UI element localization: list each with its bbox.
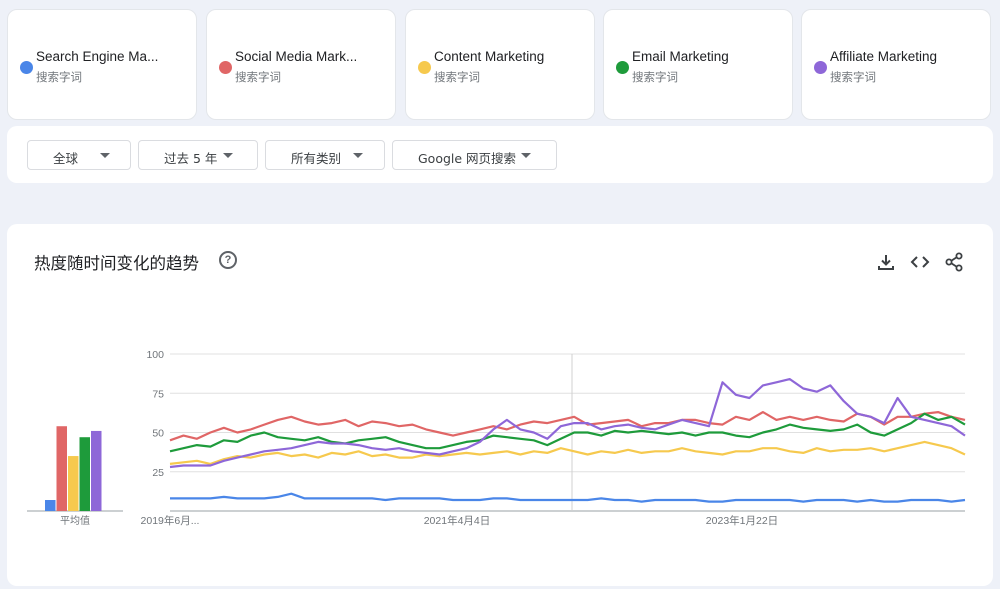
series-line <box>169 440 966 465</box>
chevron-down-icon <box>353 153 363 158</box>
average-label: 平均值 <box>60 514 90 527</box>
x-tick-label: 2023年1月22日 <box>706 514 778 527</box>
filter-label: 所有类别 <box>291 151 342 166</box>
term-color-dot <box>418 61 431 74</box>
term-type: 搜索字词 <box>632 70 678 84</box>
x-tick-label: 2019年6月... <box>141 514 200 527</box>
series-line <box>169 412 966 453</box>
filter-bar: 全球 过去 5 年 所有类别 Google 网页搜索 <box>7 126 993 183</box>
filter-label: 全球 <box>53 151 79 166</box>
download-icon[interactable] <box>875 251 897 273</box>
y-tick-label: 25 <box>152 467 164 479</box>
trend-chart: 平均值 25 50 75 100 2019年6月... 2021年4月4日 2023年1月22… <box>27 349 966 527</box>
y-tick-label: 100 <box>146 349 164 361</box>
term-color-dot <box>20 61 33 74</box>
x-tick-label: 2021年4月4日 <box>424 514 491 527</box>
term-name: Affiliate Marketing <box>830 49 938 64</box>
series-line <box>169 411 966 442</box>
term-color-dot <box>219 61 232 74</box>
card-title: 热度随时间变化的趋势 <box>34 254 199 273</box>
average-bar <box>56 426 67 511</box>
chevron-down-icon <box>100 153 110 158</box>
y-tick-label: 50 <box>152 428 164 440</box>
term-card-affiliate-marketing[interactable]: Affiliate Marketing 搜索字词 <box>801 9 991 120</box>
search-type-dropdown[interactable]: Google 网页搜索 <box>392 140 557 170</box>
series-line <box>169 378 966 469</box>
chevron-down-icon <box>521 153 531 158</box>
term-card-social-media[interactable]: Social Media Mark... 搜索字词 <box>206 9 396 120</box>
term-card-content-marketing[interactable]: Content Marketing 搜索字词 <box>405 9 595 120</box>
term-card-email-marketing[interactable]: Email Marketing 搜索字词 <box>603 9 793 120</box>
category-dropdown[interactable]: 所有类别 <box>265 140 385 170</box>
filter-label: 过去 5 年 <box>164 151 218 166</box>
term-type: 搜索字词 <box>434 70 480 84</box>
average-bar <box>91 430 102 511</box>
term-card-seo[interactable]: Search Engine Ma... 搜索字词 <box>7 9 197 120</box>
filter-label: Google 网页搜索 <box>418 151 517 166</box>
term-type: 搜索字词 <box>235 70 281 84</box>
embed-code-icon[interactable] <box>909 251 931 273</box>
chevron-down-icon <box>223 153 233 158</box>
average-bar <box>45 500 56 511</box>
term-name: Email Marketing <box>632 49 729 64</box>
term-color-dot <box>616 61 629 74</box>
share-icon[interactable] <box>943 251 965 273</box>
search-terms: Search Engine Ma... 搜索字词 Social Media Ma… <box>7 9 993 120</box>
term-color-dot <box>814 61 827 74</box>
term-name: Content Marketing <box>434 49 545 64</box>
interest-over-time-card: 热度随时间变化的趋势 ? 平均值 25 50 75 100 2019年6月... 2021年… <box>7 224 993 586</box>
term-name: Search Engine Ma... <box>36 49 159 64</box>
time-range-dropdown[interactable]: 过去 5 年 <box>138 140 258 170</box>
average-bar <box>79 437 90 511</box>
region-dropdown[interactable]: 全球 <box>27 140 131 170</box>
y-tick-label: 75 <box>152 388 164 400</box>
term-type: 搜索字词 <box>830 70 876 84</box>
term-type: 搜索字词 <box>36 70 82 84</box>
average-bar <box>68 456 79 511</box>
term-name: Social Media Mark... <box>235 49 358 64</box>
series-line <box>170 492 966 503</box>
help-circle-icon[interactable]: ? <box>219 251 237 269</box>
